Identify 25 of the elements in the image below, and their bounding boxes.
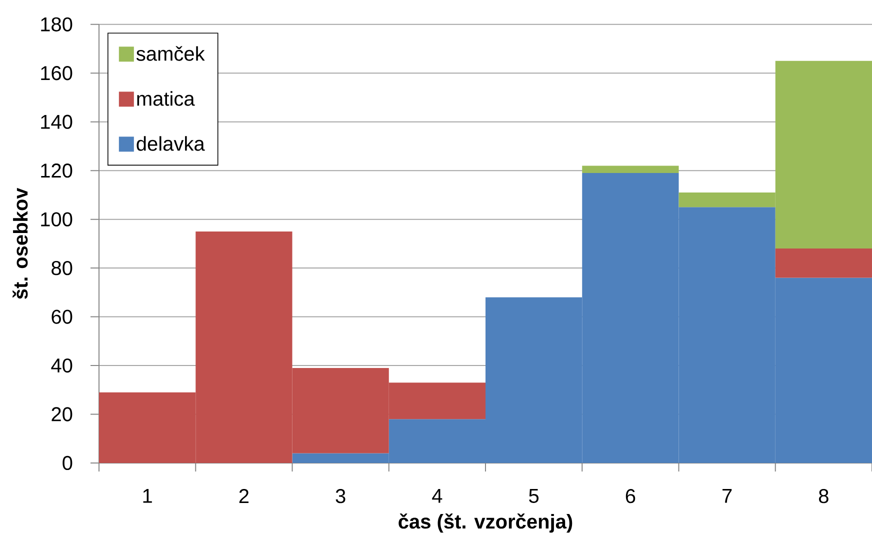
x-tick-label: 5 [529,489,539,503]
legend-label: samček [136,46,205,61]
y-tick-label: 120 [41,164,72,178]
y-tick-label: 100 [41,212,72,226]
y-tick-label: 0 [62,456,72,470]
x-tick-label: 4 [432,489,442,503]
x-tick-label: 7 [722,489,732,503]
bar [582,166,679,174]
x-tick-label: 2 [239,489,248,503]
y-tick-label: 40 [51,358,72,373]
legend-label: delavka [136,136,205,151]
legend-label: matica [137,91,195,106]
y-tick-label: 80 [52,260,72,276]
y-tick-label: 140 [41,114,72,129]
y-tick-label: 60 [52,310,72,324]
y-tick-label: 20 [52,407,72,422]
y-tick-label: 180 [41,17,72,32]
x-tick-label: 1 [143,489,152,503]
bar [775,248,872,278]
x-tick-label: 3 [336,489,346,504]
x-tick-label: 6 [626,489,636,504]
y-tick-label: 160 [41,66,72,80]
x-axis-title: čas (št. vzorčenja) [398,514,572,533]
y-axis-title: št. osebkov [12,188,28,299]
x-tick-label: 8 [818,489,828,504]
